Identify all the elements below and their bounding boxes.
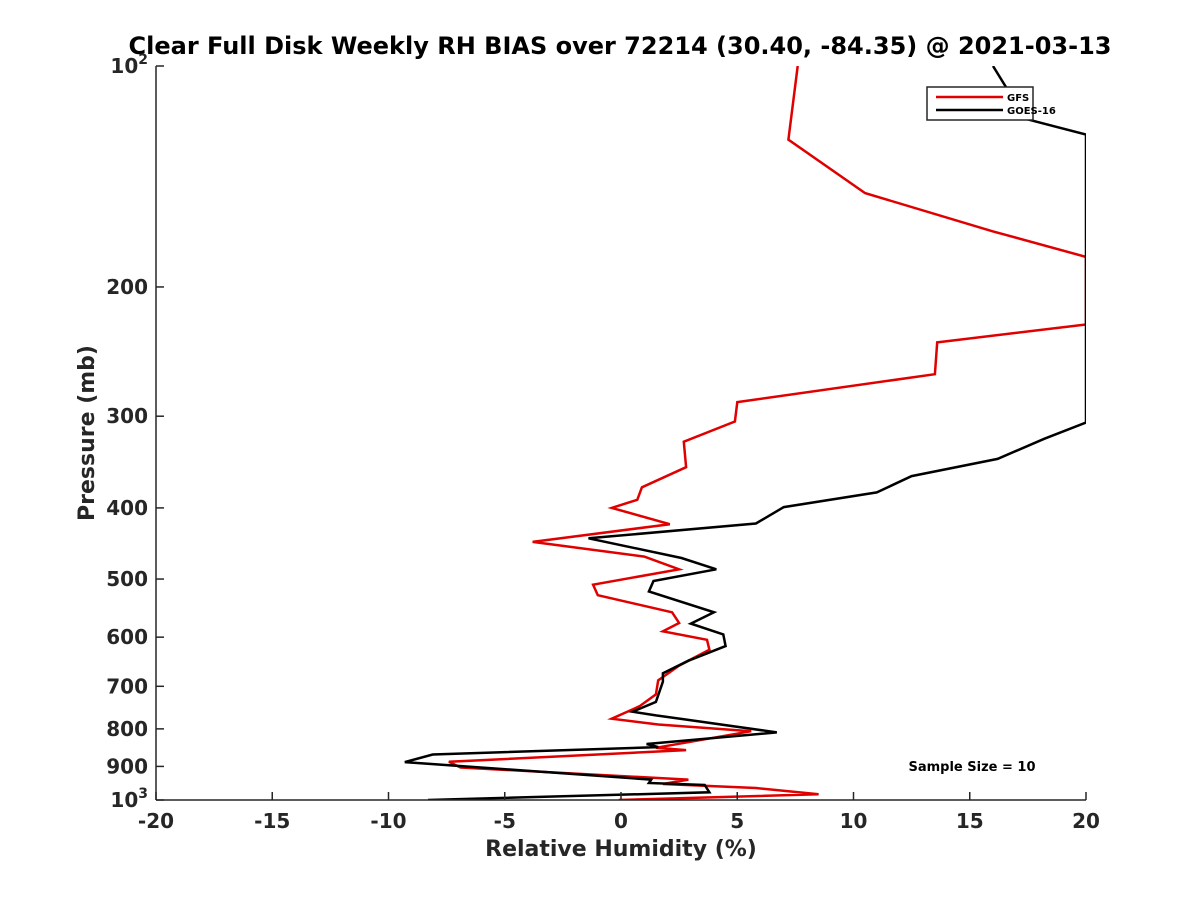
sample-size-annotation: Sample Size = 10 (908, 760, 1035, 775)
y-tick-label: 500 (106, 567, 148, 591)
chart-title: Clear Full Disk Weekly RH BIAS over 7221… (129, 32, 1112, 60)
y-axis-label: Pressure (mb) (75, 345, 100, 521)
y-tick-label: 600 (106, 625, 148, 649)
legend-box (926, 86, 1034, 121)
legend: GFS GOES-16 (926, 86, 1056, 121)
legend-label-goes16: GOES-16 (1007, 106, 1056, 117)
x-tick-label: 20 (1072, 809, 1100, 833)
y-tick-label: 300 (106, 404, 148, 428)
y-tick-label: 800 (106, 717, 148, 741)
series-line-goes16 (404, 66, 1086, 800)
y-tick-label: 900 (106, 754, 148, 778)
x-axis-label: Relative Humidity (%) (485, 837, 757, 862)
x-tick-label: -5 (494, 809, 516, 833)
legend-label-gfs: GFS (1007, 93, 1029, 104)
y-tick-label: 200 (106, 275, 148, 299)
plot-area: -20 -15 -10 -5 0 5 10 15 20 102 200 300 400 500 600 70… (106, 52, 1100, 833)
x-tick-label: 0 (614, 809, 628, 833)
y-tick-label: 400 (106, 496, 148, 520)
y-tick-label: 102 (110, 52, 148, 78)
x-tick-label: 10 (840, 809, 868, 833)
x-tick-label: 15 (956, 809, 984, 833)
series-line-gfs (448, 66, 1086, 800)
x-tick-label: 5 (730, 809, 744, 833)
x-tick-label: -15 (254, 809, 290, 833)
x-tick-label: -20 (138, 809, 174, 833)
y-tick-label: 700 (106, 674, 148, 698)
x-tick-label: -10 (370, 809, 406, 833)
